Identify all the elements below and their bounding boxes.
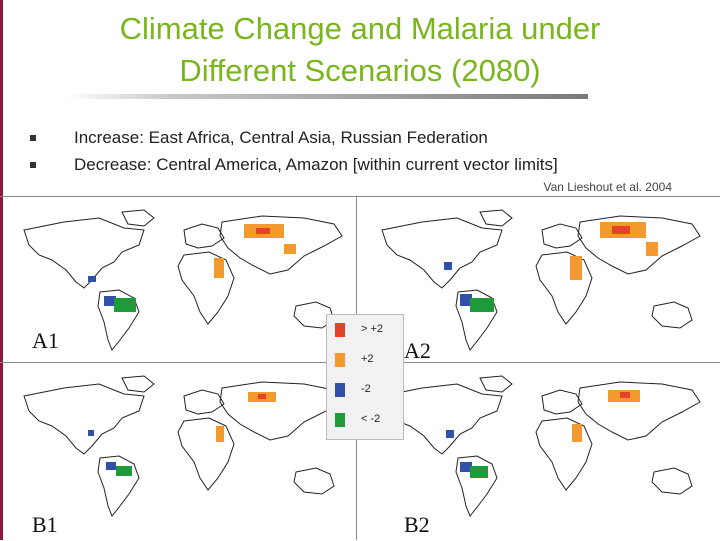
europe-outline: [183, 223, 225, 249]
bullet-item: Decrease: Central America, Amazon [withi…: [30, 151, 558, 178]
north-america-outline: [23, 383, 145, 455]
legend-label: > +2: [361, 323, 384, 335]
patch-decrease: [460, 294, 472, 306]
patch-decrease-strong: [470, 298, 494, 312]
greenland-outline: [479, 375, 513, 393]
patch-increase-high: [612, 226, 630, 234]
europe-outline: [183, 389, 225, 415]
scenario-label-a1: A1: [32, 328, 59, 353]
bullet-square-icon: [30, 161, 36, 168]
legend-item: +2: [331, 353, 401, 373]
patch-decrease: [444, 262, 452, 270]
asia-outline: [219, 215, 343, 275]
south-america-outline: [455, 455, 498, 517]
africa-outline: [535, 251, 593, 325]
patch-decrease: [104, 296, 116, 306]
legend-swatch: [335, 323, 345, 337]
patch-increase: [216, 426, 224, 442]
patch-decrease-strong: [470, 466, 488, 478]
patch-increase-high: [258, 394, 266, 399]
patch-decrease: [460, 462, 472, 472]
patch-decrease-strong: [114, 298, 136, 312]
south-america-outline: [455, 289, 498, 351]
malaria-change-patches: [88, 392, 276, 476]
bullet-text: Increase: East Africa, Central Asia, Rus…: [74, 127, 488, 147]
legend-swatch: [335, 383, 345, 397]
legend-item: -2: [331, 383, 401, 403]
patch-decrease-strong: [116, 466, 132, 476]
patch-decrease: [106, 462, 116, 470]
malaria-change-patches: [444, 222, 658, 312]
africa-outline: [535, 417, 593, 491]
slide-left-border: [0, 0, 3, 540]
greenland-outline: [121, 209, 155, 227]
asia-outline: [219, 381, 343, 441]
map-panel-frame: [0, 196, 720, 541]
asia-outline: [577, 381, 701, 441]
patch-increase: [284, 244, 296, 254]
africa-outline: [177, 251, 235, 325]
scenario-label-b1: B1: [32, 512, 58, 537]
north-america-outline: [23, 217, 145, 289]
title-line-2: Different Scenarios (2080): [179, 53, 541, 88]
map-legend: > +2 +2 -2 < -2: [326, 314, 404, 440]
legend-item: < -2: [331, 413, 401, 433]
north-america-outline: [381, 217, 503, 289]
world-map-a1: [23, 209, 343, 351]
bullet-list: Increase: East Africa, Central Asia, Rus…: [30, 124, 558, 178]
legend-label: -2: [361, 383, 371, 395]
title-underline: [66, 94, 588, 99]
malaria-change-patches: [88, 224, 296, 312]
bullet-text: Decrease: Central America, Amazon [withi…: [74, 154, 558, 174]
legend-swatch: [335, 413, 345, 427]
slide-title: Climate Change and Malaria under Differe…: [0, 8, 720, 92]
patch-increase: [572, 424, 582, 442]
asia-outline: [577, 215, 701, 275]
title-line-1: Climate Change and Malaria under: [119, 11, 601, 46]
south-america-outline: [97, 289, 140, 351]
patch-increase: [570, 256, 582, 280]
scenario-label-a2: A2: [404, 338, 431, 363]
patch-decrease: [88, 430, 94, 436]
scenario-label-b2: B2: [404, 512, 430, 537]
legend-label: +2: [361, 353, 374, 365]
patch-increase: [214, 258, 224, 278]
world-map-b2: [381, 375, 701, 517]
legend-label: < -2: [361, 413, 381, 425]
patch-decrease: [88, 276, 96, 282]
australia-outline: [293, 467, 335, 495]
greenland-outline: [479, 209, 513, 227]
citation: Van Lieshout et al. 2004: [543, 180, 672, 194]
legend-swatch: [335, 353, 345, 367]
legend-item: > +2: [331, 323, 401, 343]
africa-outline: [177, 417, 235, 491]
south-america-outline: [97, 455, 140, 517]
bullet-item: Increase: East Africa, Central Asia, Rus…: [30, 124, 558, 151]
patch-increase-high: [256, 228, 270, 234]
patch-increase-high: [620, 392, 630, 398]
world-map-b1: [23, 375, 343, 517]
patch-decrease: [446, 430, 454, 438]
north-america-outline: [381, 383, 503, 455]
patch-increase: [646, 242, 658, 256]
europe-outline: [541, 223, 583, 249]
bullet-square-icon: [30, 134, 36, 141]
greenland-outline: [121, 375, 155, 393]
world-map-a2: [381, 209, 701, 351]
europe-outline: [541, 389, 583, 415]
australia-outline: [651, 301, 693, 329]
malaria-change-patches: [446, 390, 640, 478]
australia-outline: [651, 467, 693, 495]
